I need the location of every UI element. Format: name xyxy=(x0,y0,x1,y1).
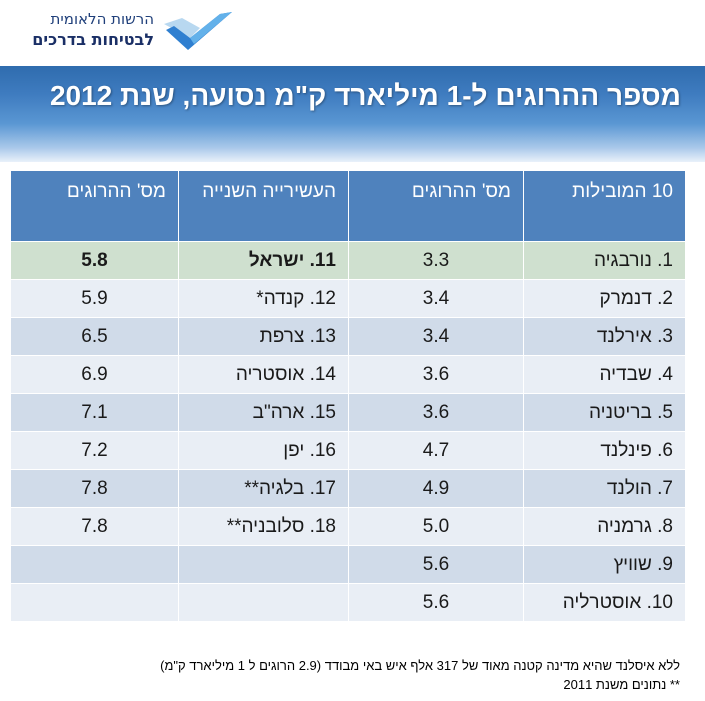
value-cell: 3.3 xyxy=(348,241,524,280)
country-cell: 7. הולנד xyxy=(523,469,686,508)
table-row: 8. גרמניה 5.0 18. סלובניה** 7.8 xyxy=(10,507,686,546)
value-cell: 4.7 xyxy=(348,431,524,470)
value-cell: 6.9 xyxy=(10,355,179,394)
empty-cell xyxy=(178,583,349,622)
logo: הרשות הלאומית לבטיחות בדרכים xyxy=(14,8,234,54)
country-cell: 6. פינלנד xyxy=(523,431,686,470)
header-fatalities-2: מס' ההרוגים xyxy=(10,170,179,242)
header-fatalities-1: מס' ההרוגים xyxy=(348,170,524,242)
country-cell: 17. בלגיה** xyxy=(178,469,349,508)
country-cell: 10. אוסטרליה xyxy=(523,583,686,622)
value-cell: 7.2 xyxy=(10,431,179,470)
value-cell: 7.8 xyxy=(10,507,179,546)
value-cell: 5.0 xyxy=(348,507,524,546)
country-cell: 13. צרפת xyxy=(178,317,349,356)
table-row: 4. שבדיה 3.6 14. אוסטריה 6.9 xyxy=(10,355,686,394)
country-cell: 12. קנדה* xyxy=(178,279,349,318)
country-cell: 4. שבדיה xyxy=(523,355,686,394)
header-second-ten: העשירייה השנייה xyxy=(178,170,349,242)
footnote-iceland: ללא איסלנד שהיא מדינה קטנה מאוד של 317 א… xyxy=(160,658,680,673)
table-row: 7. הולנד 4.9 17. בלגיה** 7.8 xyxy=(10,469,686,508)
country-cell: 8. גרמניה xyxy=(523,507,686,546)
country-cell: 18. סלובניה** xyxy=(178,507,349,546)
country-cell: 16. יפן xyxy=(178,431,349,470)
value-cell: 7.8 xyxy=(10,469,179,508)
table-row: 3. אירלנד 3.4 13. צרפת 6.5 xyxy=(10,317,686,356)
country-cell: 3. אירלנד xyxy=(523,317,686,356)
logo-line1: הרשות הלאומית xyxy=(50,10,154,28)
logo-line2: לבטיחות בדרכים xyxy=(32,30,154,49)
empty-cell xyxy=(10,545,179,584)
value-cell: 3.4 xyxy=(348,279,524,318)
table-row: 2. דנמרק 3.4 12. קנדה* 5.9 xyxy=(10,279,686,318)
page-title: מספר ההרוגים ל-1 מיליארד ק"מ נסועה, שנת … xyxy=(49,80,681,111)
country-cell: 2. דנמרק xyxy=(523,279,686,318)
country-cell: 15. ארה"ב xyxy=(178,393,349,432)
empty-cell xyxy=(178,545,349,584)
country-cell: 1. נורבגיה xyxy=(523,241,686,280)
table-row: 10. אוסטרליה 5.6 xyxy=(10,583,686,622)
table-row: 6. פינלנד 4.7 16. יפן 7.2 xyxy=(10,431,686,470)
header-top10: 10 המובילות xyxy=(523,170,686,242)
value-cell: 5.9 xyxy=(10,279,179,318)
value-cell: 7.1 xyxy=(10,393,179,432)
country-cell-highlight: 11. ישראל xyxy=(178,241,349,280)
country-cell: 14. אוסטריה xyxy=(178,355,349,394)
value-cell: 5.6 xyxy=(348,583,524,622)
value-cell: 3.4 xyxy=(348,317,524,356)
country-cell: 9. שוויץ xyxy=(523,545,686,584)
table-row: 9. שוויץ 5.6 xyxy=(10,545,686,584)
value-cell: 5.6 xyxy=(348,545,524,584)
country-cell: 5. בריטניה xyxy=(523,393,686,432)
table-header-row: 10 המובילות מס' ההרוגים העשירייה השנייה … xyxy=(10,170,686,242)
table-row: 1. נורבגיה 3.3 11. ישראל 5.8 xyxy=(10,241,686,280)
empty-cell xyxy=(10,583,179,622)
value-cell: 6.5 xyxy=(10,317,179,356)
value-cell: 3.6 xyxy=(348,355,524,394)
checkmark-logo-icon xyxy=(164,12,232,50)
value-cell-highlight: 5.8 xyxy=(10,241,179,280)
fatalities-table: 10 המובילות מס' ההרוגים העשירייה השנייה … xyxy=(10,170,686,622)
footnote-2011-data: ** נתונים משנת 2011 xyxy=(563,677,680,692)
value-cell: 4.9 xyxy=(348,469,524,508)
title-bar: מספר ההרוגים ל-1 מיליארד ק"מ נסועה, שנת … xyxy=(0,66,705,162)
value-cell: 3.6 xyxy=(348,393,524,432)
table-row: 5. בריטניה 3.6 15. ארה"ב 7.1 xyxy=(10,393,686,432)
